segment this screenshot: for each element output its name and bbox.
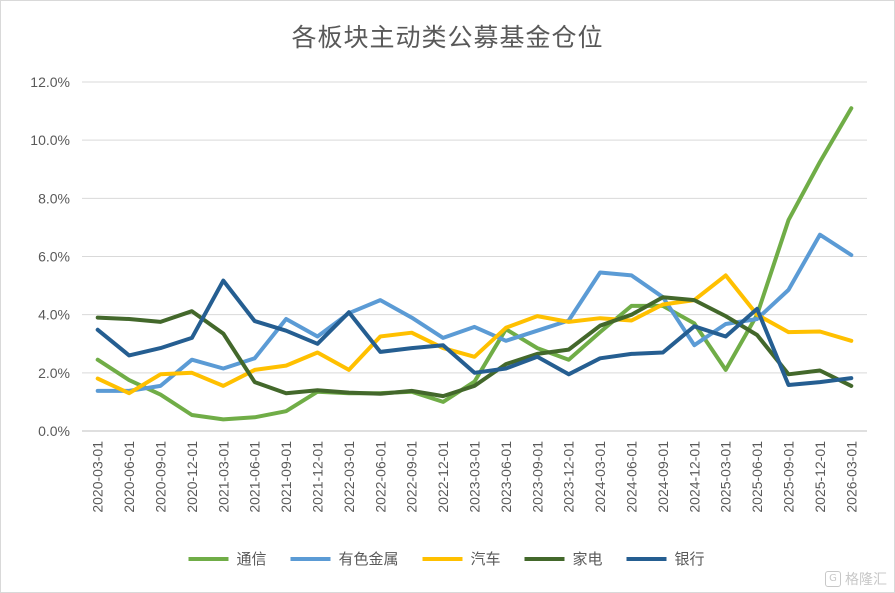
gridlines	[82, 81, 867, 432]
series-line-1	[95, 106, 854, 422]
watermark: G 格隆汇	[825, 569, 887, 589]
legend-label: 银行	[675, 550, 705, 568]
legend-label: 有色金属	[339, 550, 399, 568]
chart-title: 各板块主动类公募基金仓位	[291, 23, 604, 52]
x-tick-label: 2022-12-01	[435, 441, 451, 513]
x-tick-label: 2022-09-01	[404, 441, 420, 513]
x-tick-label: 2023-03-01	[467, 441, 483, 513]
x-tick-label: 2021-03-01	[215, 441, 231, 513]
x-axis-ticks: 2020-03-01 2020-06-01 2020-09-01 2020-12-01…	[90, 441, 860, 513]
x-tick-label: 2020-09-01	[153, 441, 169, 513]
series-lines	[95, 106, 854, 422]
x-tick-label: 2025-12-01	[812, 441, 828, 513]
x-tick-label: 2020-06-01	[121, 441, 137, 513]
series-line-4	[95, 295, 854, 399]
watermark-text: 格隆汇	[845, 572, 887, 588]
x-tick-label: 2026-03-01	[843, 441, 859, 513]
series-line-2	[95, 232, 854, 393]
y-axis-ticks: 0.0% 2.0% 4.0% 6.0% 8.0% 10.0% 12.0%	[30, 74, 70, 439]
series-line-3	[95, 273, 854, 396]
x-tick-label: 2024-06-01	[624, 441, 640, 513]
x-tick-label: 2025-09-01	[781, 441, 797, 513]
x-tick-label: 2020-03-01	[90, 441, 106, 513]
y-tick-label: 12.0%	[30, 74, 70, 90]
x-tick-label: 2020-12-01	[184, 441, 200, 513]
legend-label: 通信	[237, 550, 267, 568]
x-tick-label: 2024-03-01	[592, 441, 608, 513]
x-tick-label: 2021-09-01	[278, 441, 294, 513]
y-tick-label: 0.0%	[38, 423, 70, 439]
x-tick-label: 2025-06-01	[749, 441, 765, 513]
x-tick-label: 2023-12-01	[561, 441, 577, 513]
legend-label: 汽车	[471, 550, 501, 568]
x-tick-label: 2023-09-01	[529, 441, 545, 513]
watermark-logo-icon: G	[825, 571, 841, 587]
y-tick-label: 10.0%	[30, 132, 70, 148]
x-tick-label: 2024-12-01	[686, 441, 702, 513]
x-tick-label: 2024-09-01	[655, 441, 671, 513]
y-tick-label: 6.0%	[38, 249, 70, 265]
x-tick-label: 2023-06-01	[498, 441, 514, 513]
x-tick-label: 2021-12-01	[310, 441, 326, 513]
legend-label: 家电	[573, 550, 603, 568]
x-tick-label: 2021-06-01	[247, 441, 263, 513]
series-line-5	[95, 278, 854, 387]
y-tick-label: 2.0%	[38, 365, 70, 381]
legend: 通信 有色金属 汽车 家电 银行	[188, 550, 705, 568]
y-tick-label: 4.0%	[38, 307, 70, 323]
x-tick-label: 2022-03-01	[341, 441, 357, 513]
y-tick-label: 8.0%	[38, 190, 70, 206]
x-tick-label: 2022-06-01	[372, 441, 388, 513]
x-tick-label: 2025-03-01	[718, 441, 734, 513]
